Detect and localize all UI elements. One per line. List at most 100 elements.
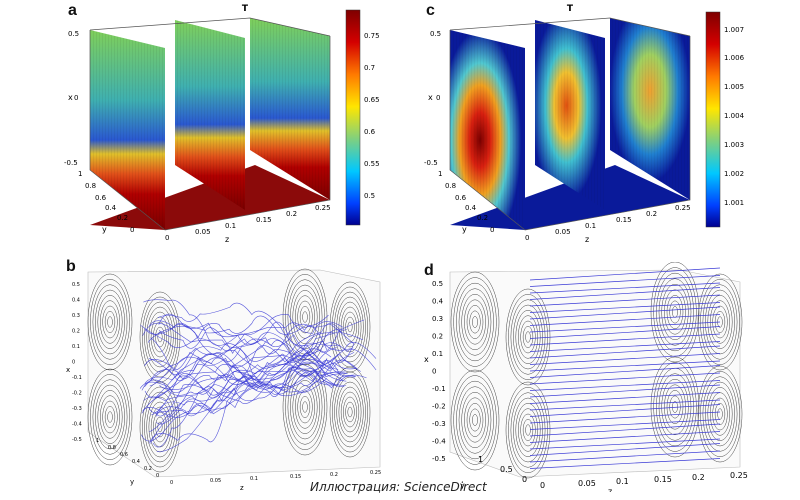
axis-tick-label: 0 bbox=[156, 473, 159, 479]
streamline bbox=[302, 311, 308, 323]
panel-d-trajectories bbox=[529, 267, 721, 469]
streamline bbox=[469, 310, 481, 334]
panel-b-right-vortices bbox=[282, 268, 371, 458]
trajectory-line bbox=[150, 348, 332, 444]
streamline bbox=[456, 380, 494, 460]
trajectory-line bbox=[529, 365, 721, 378]
streamline bbox=[282, 268, 328, 366]
streamline bbox=[104, 406, 116, 428]
streamline bbox=[658, 373, 692, 441]
streamline bbox=[292, 290, 318, 344]
streamline bbox=[292, 380, 318, 434]
streamline bbox=[329, 366, 371, 458]
streamline bbox=[97, 295, 123, 349]
streamline bbox=[461, 391, 489, 449]
image-credit-caption: Иллюстрация: ScienceDirect bbox=[310, 480, 487, 494]
streamline bbox=[472, 414, 478, 426]
trajectory-line bbox=[156, 328, 344, 415]
panel-d-x-label: x bbox=[424, 355, 429, 364]
streamline bbox=[285, 274, 325, 360]
axis-tick-label: 0.1 bbox=[432, 350, 443, 358]
streamline bbox=[97, 390, 123, 444]
streamline bbox=[92, 284, 128, 360]
panel-a-title: T bbox=[242, 4, 249, 14]
panel-a-z-tick: 0.15 bbox=[256, 216, 272, 224]
panel-a-cb-tick: 0.65 bbox=[364, 96, 380, 104]
panel-c-y-tick: 0.6 bbox=[455, 194, 467, 202]
panel-b-streamlines: 0.5 0.4 0.3 0.2 0.1 0 -0.1 -0.2 -0.3 -0.4 -0.5 1 0.8… bbox=[66, 268, 381, 492]
streamline bbox=[146, 306, 174, 368]
streamline bbox=[525, 424, 531, 436]
panel-c-x-tick: 0 bbox=[436, 94, 440, 102]
streamline bbox=[661, 283, 689, 341]
streamline bbox=[99, 300, 121, 344]
trajectory-line bbox=[529, 287, 721, 300]
axis-tick-label: 0 bbox=[522, 475, 527, 484]
trajectory-line bbox=[142, 322, 347, 386]
panel-c-slice-1 bbox=[450, 30, 525, 230]
streamline bbox=[520, 413, 536, 447]
trajectory-line bbox=[158, 315, 355, 349]
axis-tick-label: -0.3 bbox=[72, 406, 82, 412]
axis-tick-label: -0.5 bbox=[72, 437, 82, 443]
streamline bbox=[95, 384, 125, 450]
panel-a-x-tick: -0.5 bbox=[64, 159, 78, 167]
panel-a-y-label: y bbox=[102, 225, 107, 234]
axis-tick-label: 0.2 bbox=[432, 333, 443, 341]
trajectory-line bbox=[529, 404, 721, 417]
axis-tick-label: 0.4 bbox=[132, 459, 140, 465]
streamline bbox=[709, 300, 731, 344]
streamline bbox=[155, 416, 165, 438]
panel-a-z-tick: 0.05 bbox=[195, 228, 211, 236]
streamline bbox=[712, 397, 728, 431]
axis-tick-label: 0.4 bbox=[432, 298, 444, 306]
panel-c-cb-tick: 1.001 bbox=[724, 199, 744, 207]
streamline bbox=[450, 369, 500, 471]
streamline bbox=[338, 386, 362, 438]
trajectory-line bbox=[529, 326, 721, 339]
trajectory-line bbox=[529, 282, 721, 294]
streamline bbox=[148, 401, 172, 453]
streamline bbox=[345, 316, 355, 338]
streamline bbox=[92, 379, 128, 455]
panel-b-trajectories bbox=[139, 299, 377, 452]
streamline bbox=[712, 305, 728, 339]
streamline bbox=[95, 289, 125, 355]
panel-d-z-label: z bbox=[608, 487, 612, 492]
panel-c-z-tick: 0.25 bbox=[675, 204, 691, 212]
axis-tick-label: 0.05 bbox=[578, 479, 596, 488]
streamline bbox=[513, 397, 543, 463]
streamline bbox=[472, 316, 478, 328]
axis-tick-label: 0 bbox=[72, 360, 75, 366]
axis-tick-label: -0.5 bbox=[432, 455, 446, 463]
streamline bbox=[144, 301, 176, 373]
streamline bbox=[707, 387, 733, 441]
streamline bbox=[522, 326, 534, 348]
streamline bbox=[517, 408, 539, 452]
streamline bbox=[450, 271, 500, 373]
streamline bbox=[658, 278, 692, 346]
streamline bbox=[102, 400, 118, 434]
panel-c-y-tick: 0.8 bbox=[445, 182, 456, 190]
streamline bbox=[155, 326, 165, 348]
panel-d-y-label: y bbox=[460, 481, 465, 490]
streamline bbox=[297, 300, 313, 334]
trajectory-line bbox=[144, 347, 345, 388]
trajectory-line bbox=[144, 334, 339, 384]
panel-a-temperature-slices: T x 0.5 0 -0.5 1 0.8 0.6 0.4 0.2 0 y 0 0… bbox=[64, 4, 380, 244]
streamline bbox=[102, 305, 118, 339]
panel-c-z-tick: 0 bbox=[525, 234, 529, 242]
axis-tick-label: -0.4 bbox=[72, 422, 82, 428]
panel-d-streamlines: 0.5 0.4 0.3 0.2 0.1 0 -0.1 -0.2 -0.3 -0.4 -0.5 1 0.5… bbox=[424, 262, 748, 492]
trajectory-line bbox=[529, 267, 721, 281]
trajectory-line bbox=[529, 294, 721, 307]
streamline bbox=[285, 364, 325, 450]
trajectory-line bbox=[144, 358, 356, 402]
streamline bbox=[520, 320, 536, 354]
streamline bbox=[343, 396, 357, 428]
panel-a-y-tick: 0.6 bbox=[95, 194, 107, 202]
axis-tick-label: 0.4 bbox=[72, 298, 80, 304]
streamline bbox=[666, 295, 684, 329]
streamline bbox=[672, 306, 678, 318]
panel-letter-a: a bbox=[68, 2, 77, 19]
